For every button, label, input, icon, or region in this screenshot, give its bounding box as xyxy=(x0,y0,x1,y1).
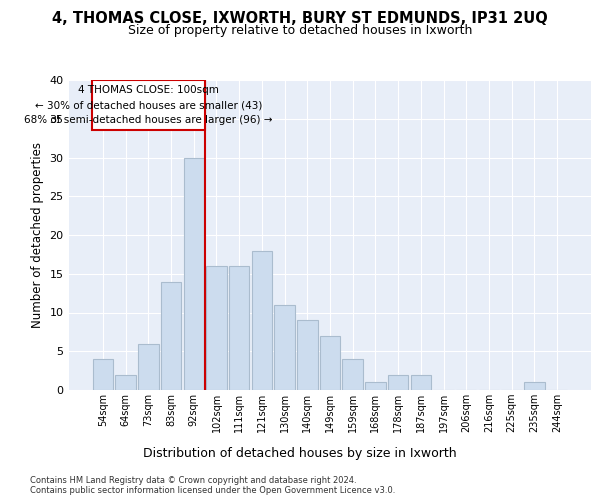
Text: Contains HM Land Registry data © Crown copyright and database right 2024.: Contains HM Land Registry data © Crown c… xyxy=(30,476,356,485)
Bar xyxy=(388,374,409,390)
Bar xyxy=(229,266,250,390)
Bar xyxy=(93,359,113,390)
Text: 4 THOMAS CLOSE: 100sqm
← 30% of detached houses are smaller (43)
68% of semi-det: 4 THOMAS CLOSE: 100sqm ← 30% of detached… xyxy=(24,86,272,125)
Bar xyxy=(184,158,204,390)
Bar xyxy=(92,80,205,130)
Y-axis label: Number of detached properties: Number of detached properties xyxy=(31,142,44,328)
Bar xyxy=(524,382,545,390)
Bar xyxy=(115,374,136,390)
Bar xyxy=(410,374,431,390)
Text: Size of property relative to detached houses in Ixworth: Size of property relative to detached ho… xyxy=(128,24,472,37)
Bar xyxy=(343,359,363,390)
Bar xyxy=(320,336,340,390)
Bar xyxy=(251,250,272,390)
Bar xyxy=(365,382,386,390)
Text: Distribution of detached houses by size in Ixworth: Distribution of detached houses by size … xyxy=(143,448,457,460)
Bar xyxy=(297,320,317,390)
Text: Contains public sector information licensed under the Open Government Licence v3: Contains public sector information licen… xyxy=(30,486,395,495)
Bar xyxy=(274,304,295,390)
Text: 4, THOMAS CLOSE, IXWORTH, BURY ST EDMUNDS, IP31 2UQ: 4, THOMAS CLOSE, IXWORTH, BURY ST EDMUND… xyxy=(52,11,548,26)
Bar xyxy=(138,344,158,390)
Bar xyxy=(206,266,227,390)
Bar xyxy=(161,282,181,390)
